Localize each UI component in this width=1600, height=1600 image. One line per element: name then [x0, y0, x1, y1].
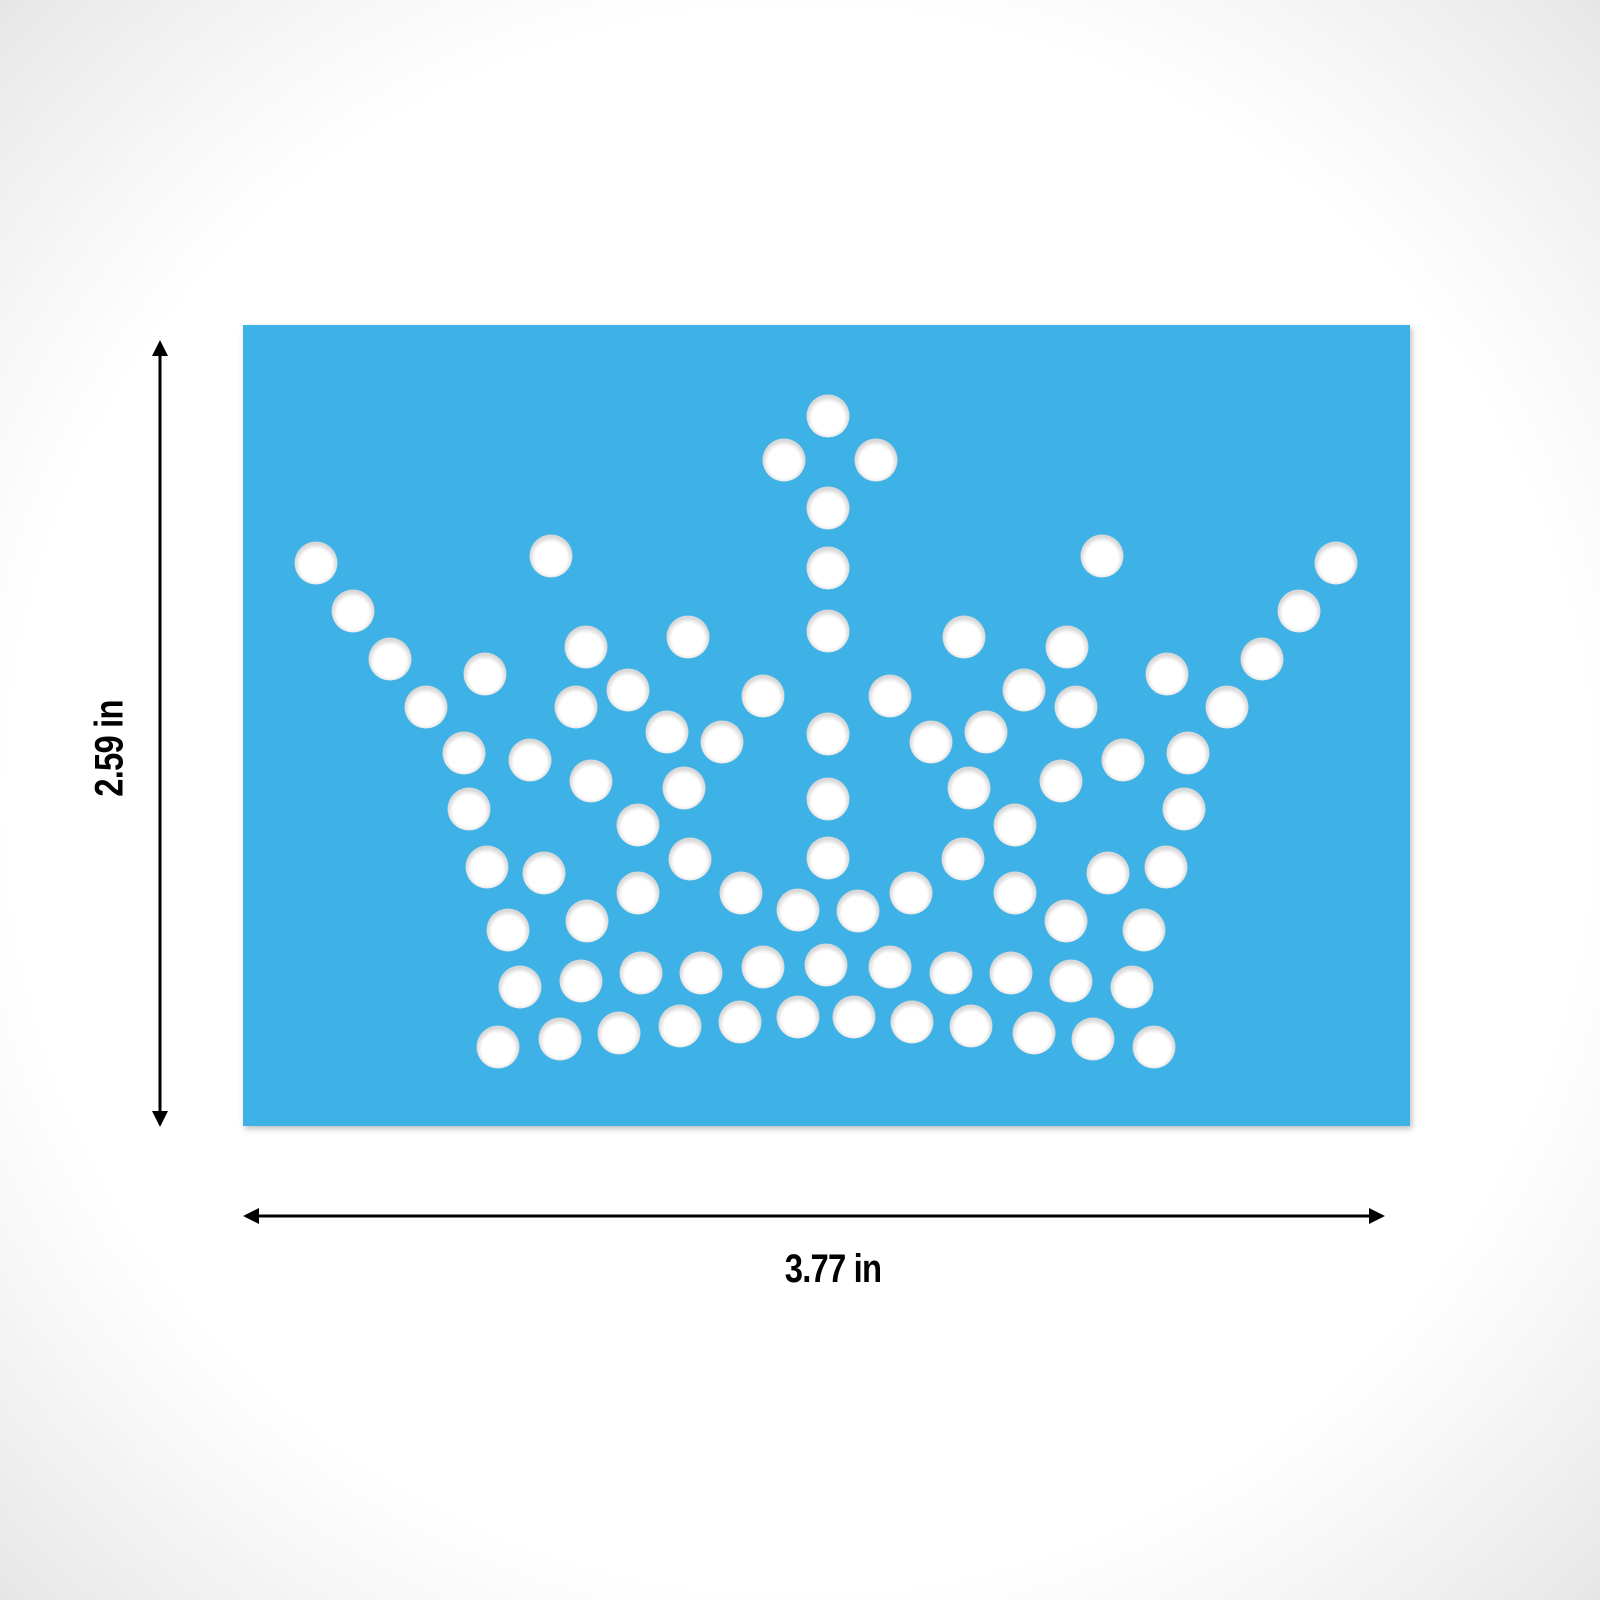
stencil-hole — [331, 589, 375, 633]
stencil-hole — [1002, 668, 1046, 712]
stencil-hole — [993, 803, 1037, 847]
stencil-hole — [498, 965, 542, 1009]
stencil-hole — [806, 836, 850, 880]
stencil-hole — [662, 766, 706, 810]
stencil-hole — [868, 674, 912, 718]
stencil-hole — [1086, 851, 1130, 895]
stencil-hole — [1039, 759, 1083, 803]
stencil-hole — [658, 1004, 702, 1048]
stencil-hole — [806, 546, 850, 590]
stencil-hole — [1132, 1025, 1176, 1069]
stencil-hole — [1101, 738, 1145, 782]
stencil-hole — [1049, 959, 1093, 1003]
stencil-hole — [806, 777, 850, 821]
stencil-hole — [949, 1004, 993, 1048]
stencil-hole — [619, 951, 663, 995]
stencil-hole — [909, 720, 953, 764]
stencil-hole — [832, 995, 876, 1039]
stencil-hole — [1080, 534, 1124, 578]
stencil-hole — [1054, 685, 1098, 729]
stencil-hole — [447, 787, 491, 831]
stencil-hole — [836, 889, 880, 933]
stencil-hole — [529, 534, 573, 578]
stencil-hole — [294, 541, 338, 585]
stencil-hole — [1144, 845, 1188, 889]
stencil-hole — [404, 685, 448, 729]
stencil-hole — [1314, 541, 1358, 585]
stencil-hole — [989, 951, 1033, 995]
stencil-hole — [597, 1011, 641, 1055]
stencil-crown-pattern — [243, 325, 1410, 1126]
stencil-hole — [679, 951, 723, 995]
stencil-hole — [776, 888, 820, 932]
stencil-hole — [700, 720, 744, 764]
stencil-hole — [559, 959, 603, 1003]
stencil-hole — [442, 731, 486, 775]
stencil-sheet — [243, 325, 1410, 1126]
stencil-hole — [741, 945, 785, 989]
stencil-hole — [463, 652, 507, 696]
stencil-hole — [569, 759, 613, 803]
stencil-hole — [666, 615, 710, 659]
stencil-hole — [368, 637, 412, 681]
stencil-hole — [1045, 625, 1089, 669]
stencil-hole — [538, 1017, 582, 1061]
stencil-hole — [890, 1000, 934, 1044]
stencil-hole — [804, 943, 848, 987]
stencil-hole — [645, 710, 689, 754]
stencil-hole — [942, 615, 986, 659]
stencil-hole — [1110, 965, 1154, 1009]
stencil-hole — [1145, 652, 1189, 696]
stencil-hole — [606, 668, 650, 712]
stencil-hole — [868, 945, 912, 989]
stencil-hole — [719, 871, 763, 915]
stencil-hole — [1012, 1011, 1056, 1055]
stencil-hole — [1122, 908, 1166, 952]
stencil-hole — [806, 712, 850, 756]
stencil-hole — [806, 394, 850, 438]
stencil-hole — [564, 625, 608, 669]
stencil-hole — [993, 871, 1037, 915]
stencil-hole — [616, 803, 660, 847]
stencil-hole — [964, 710, 1008, 754]
stencil-hole — [476, 1025, 520, 1069]
height-dimension-line — [152, 340, 168, 1127]
stencil-hole — [668, 837, 712, 881]
stencil-hole — [465, 845, 509, 889]
stencil-hole — [1071, 1017, 1115, 1061]
stencil-hole — [1162, 787, 1206, 831]
stencil-hole — [718, 1000, 762, 1044]
width-label: 3.77 in — [784, 1247, 882, 1291]
stencil-hole — [1044, 899, 1088, 943]
stencil-hole — [806, 609, 850, 653]
width-dimension-line — [243, 1208, 1385, 1224]
stencil-hole — [554, 685, 598, 729]
stencil-hole — [1166, 731, 1210, 775]
stencil-hole — [776, 995, 820, 1039]
stencil-hole — [1240, 637, 1284, 681]
stencil-hole — [508, 738, 552, 782]
stencil-hole — [929, 951, 973, 995]
stencil-hole — [616, 871, 660, 915]
stencil-hole — [947, 766, 991, 810]
height-label: 2.59 in — [87, 700, 132, 797]
stencil-hole — [806, 486, 850, 530]
stencil-hole — [565, 899, 609, 943]
stencil-hole — [741, 674, 785, 718]
stencil-hole — [1205, 685, 1249, 729]
stencil-hole — [941, 837, 985, 881]
stencil-hole — [522, 851, 566, 895]
stencil-hole — [1277, 589, 1321, 633]
stencil-hole — [486, 908, 530, 952]
stencil-hole — [854, 438, 898, 482]
stencil-hole — [762, 438, 806, 482]
stencil-hole — [889, 871, 933, 915]
